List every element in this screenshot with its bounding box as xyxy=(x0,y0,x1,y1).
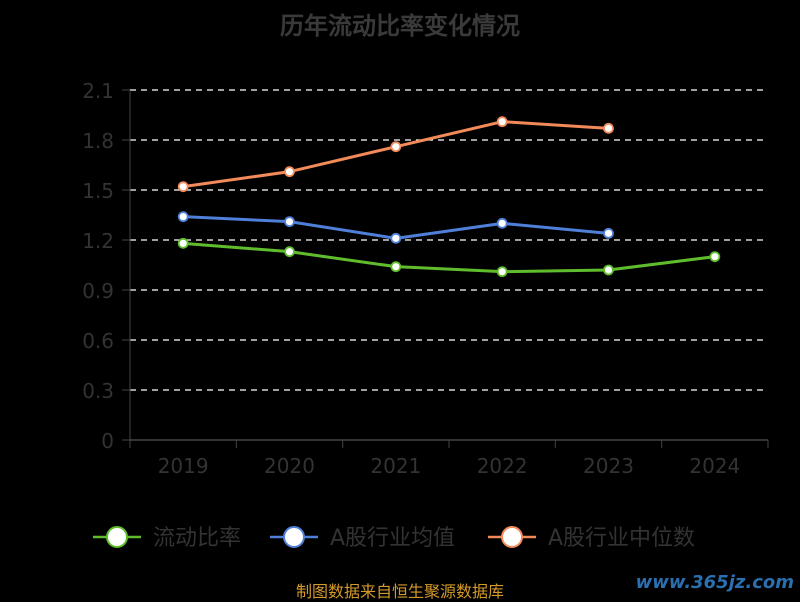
legend-marker xyxy=(106,526,128,548)
x-tick-label: 2023 xyxy=(583,454,634,478)
x-tick-label: 2022 xyxy=(477,454,528,478)
data-point xyxy=(496,116,508,128)
data-point xyxy=(284,246,295,258)
data-point xyxy=(709,251,721,263)
y-tick-label: 0 xyxy=(101,429,114,453)
data-point xyxy=(177,211,189,223)
y-tick-label: 0.9 xyxy=(82,279,114,303)
data-point xyxy=(177,237,189,249)
data-point xyxy=(284,166,295,178)
data-point xyxy=(177,181,189,193)
watermark: www.365jz.com xyxy=(635,572,794,593)
source-note: 制图数据来自恒生聚源数据库 xyxy=(295,582,504,601)
data-point xyxy=(496,266,508,278)
grid-layer xyxy=(130,89,768,391)
legend-label: A股行业均值 xyxy=(330,526,455,551)
series-layer xyxy=(177,116,721,278)
data-point xyxy=(603,122,614,134)
data-point xyxy=(390,141,402,153)
x-tick-label: 2021 xyxy=(370,454,421,478)
x-tick-label: 2019 xyxy=(158,454,209,478)
data-point xyxy=(603,227,614,239)
axis-layer: 0 0.3 0.6 0.9 1.2 1.5 1.8 2.1 2019 2020 2021 2022 20… xyxy=(82,79,769,478)
chart-title: 历年流动比率变化情况 xyxy=(280,12,520,40)
series-line-3 xyxy=(182,120,609,189)
series-line-1 xyxy=(183,241,716,274)
data-point xyxy=(603,264,614,276)
data-point xyxy=(284,216,295,228)
y-tick-label: 1.2 xyxy=(82,229,114,253)
data-point xyxy=(496,217,508,229)
legend-marker xyxy=(501,526,523,548)
data-point xyxy=(390,232,402,244)
data-point xyxy=(390,261,402,273)
y-tick-label: 1.8 xyxy=(82,129,114,153)
legend-label: A股行业中位数 xyxy=(548,526,695,551)
legend-layer: 流动比率 A股行业均值 A股行业中位数 xyxy=(93,526,695,551)
y-tick-label: 2.1 xyxy=(82,79,114,103)
x-tick-label: 2024 xyxy=(689,454,740,478)
legend-label: 流动比率 xyxy=(153,526,241,551)
x-tick-label: 2020 xyxy=(264,454,315,478)
legend-marker xyxy=(283,526,305,548)
y-tick-label: 0.6 xyxy=(82,329,114,353)
y-tick-label: 0.3 xyxy=(82,379,114,403)
y-tick-label: 1.5 xyxy=(82,179,114,203)
